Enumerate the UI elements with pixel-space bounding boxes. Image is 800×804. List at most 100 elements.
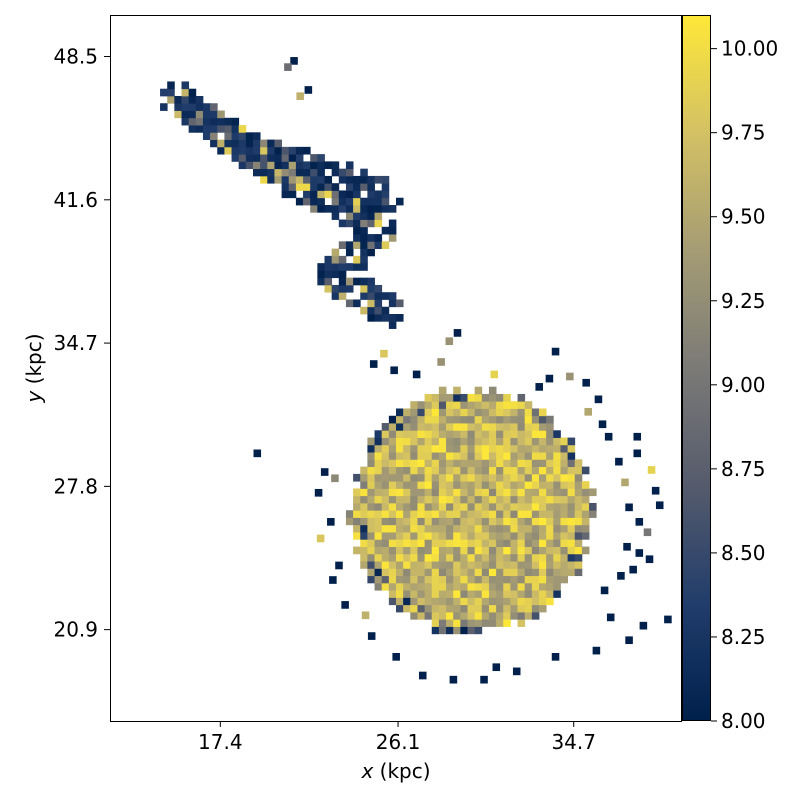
- heatmap-cell: [424, 597, 433, 606]
- heatmap-cell: [417, 444, 425, 453]
- heatmap-cell: [367, 292, 375, 300]
- heatmap-cell: [396, 415, 404, 424]
- heatmap-cell: [625, 636, 633, 645]
- heatmap-cell: [453, 611, 461, 620]
- heatmap-cell: [488, 590, 497, 598]
- heatmap-cell: [524, 582, 533, 591]
- heatmap-cell: [546, 459, 554, 468]
- heatmap-cell: [460, 546, 468, 555]
- heatmap-cell: [453, 423, 461, 431]
- heatmap-cell: [260, 161, 268, 170]
- heatmap-cell: [417, 590, 425, 598]
- heatmap-cell: [281, 183, 290, 191]
- heatmap-cell: [417, 430, 425, 438]
- heatmap-cell: [553, 517, 561, 526]
- heatmap-cell: [374, 175, 383, 184]
- heatmap-cell: [453, 539, 461, 547]
- heatmap-cell: [360, 524, 368, 533]
- heatmap-cell: [410, 473, 418, 482]
- heatmap-cell: [481, 408, 490, 417]
- heatmap-cell: [503, 553, 511, 562]
- heatmap-cell: [360, 546, 368, 555]
- heatmap-cell: [553, 510, 561, 518]
- heatmap-cell: [424, 524, 433, 533]
- heatmap-cell: [510, 444, 518, 453]
- heatmap-cell: [381, 241, 390, 250]
- heatmap-cell: [360, 183, 368, 191]
- heatmap-cell: [360, 292, 368, 300]
- heatmap-cell: [410, 582, 418, 591]
- heatmap-cell: [474, 473, 483, 482]
- heatmap-cell: [296, 92, 304, 101]
- heatmap-cell: [531, 408, 540, 417]
- heatmap-cell: [531, 481, 540, 489]
- heatmap-cell: [367, 219, 375, 228]
- heatmap-cell: [303, 168, 311, 177]
- heatmap-cell: [245, 161, 254, 170]
- heatmap-cell: [381, 561, 390, 569]
- heatmap-cell: [488, 401, 497, 409]
- heatmap-cell: [517, 539, 526, 547]
- heatmap-cell: [581, 532, 590, 540]
- heatmap-cell: [517, 582, 526, 591]
- heatmap-cell: [574, 546, 583, 555]
- heatmap-cell: [551, 653, 560, 661]
- heatmap-cell: [381, 582, 390, 591]
- heatmap-cell: [396, 597, 404, 606]
- heatmap-cell: [360, 168, 368, 177]
- heatmap-cell: [331, 474, 339, 483]
- heatmap-cell: [539, 437, 547, 446]
- heatmap-cell: [453, 408, 461, 417]
- heatmap-cell: [539, 546, 547, 555]
- x-tick-label: 17.4: [198, 730, 243, 754]
- heatmap-cell: [410, 510, 418, 518]
- heatmap-cell: [353, 190, 361, 199]
- heatmap-cell: [210, 103, 218, 111]
- heatmap-cell: [381, 423, 390, 431]
- heatmap-cell: [174, 103, 182, 111]
- heatmap-cell: [481, 415, 490, 424]
- heatmap-cell: [374, 292, 383, 300]
- heatmap-cell: [539, 561, 547, 569]
- heatmap-cell: [345, 190, 354, 199]
- heatmap-cell: [353, 488, 361, 497]
- heatmap-cell: [539, 532, 547, 540]
- heatmap-cell: [388, 582, 397, 591]
- heatmap-cell: [546, 597, 554, 606]
- heatmap-cell: [403, 408, 411, 417]
- heatmap-cell: [424, 539, 433, 547]
- heatmap-cell: [539, 495, 547, 504]
- heatmap-cell: [510, 517, 518, 526]
- heatmap-cell: [396, 568, 404, 577]
- heatmap-cell: [446, 539, 454, 547]
- heatmap-cell: [438, 488, 447, 497]
- heatmap-cell: [517, 430, 526, 438]
- heatmap-cell: [546, 481, 554, 489]
- heatmap-cell: [281, 168, 290, 177]
- heatmap-cell: [374, 582, 383, 591]
- heatmap-cell: [381, 314, 390, 322]
- heatmap-cell: [581, 495, 590, 504]
- heatmap-cell: [431, 590, 440, 598]
- heatmap-cell: [474, 481, 483, 489]
- heatmap-cell: [467, 532, 476, 540]
- heatmap-cell: [410, 430, 418, 438]
- heatmap-cell: [210, 110, 218, 119]
- heatmap-cell: [231, 154, 240, 162]
- heatmap-cell: [353, 212, 361, 220]
- heatmap-cell: [453, 619, 461, 627]
- heatmap-cell: [488, 517, 497, 526]
- heatmap-cell: [410, 444, 418, 453]
- heatmap-cell: [474, 423, 483, 431]
- heatmap-cell: [267, 168, 275, 177]
- heatmap-cell: [488, 430, 497, 438]
- x-axis-label-var: x: [360, 759, 373, 783]
- heatmap-cell: [424, 568, 433, 577]
- heatmap-cell: [380, 349, 388, 358]
- heatmap-cell: [460, 510, 468, 518]
- heatmap-cell: [517, 437, 526, 446]
- heatmap-cell: [295, 183, 304, 191]
- heatmap-cell: [417, 481, 425, 489]
- heatmap-cell: [417, 546, 425, 555]
- heatmap-cell: [446, 444, 454, 453]
